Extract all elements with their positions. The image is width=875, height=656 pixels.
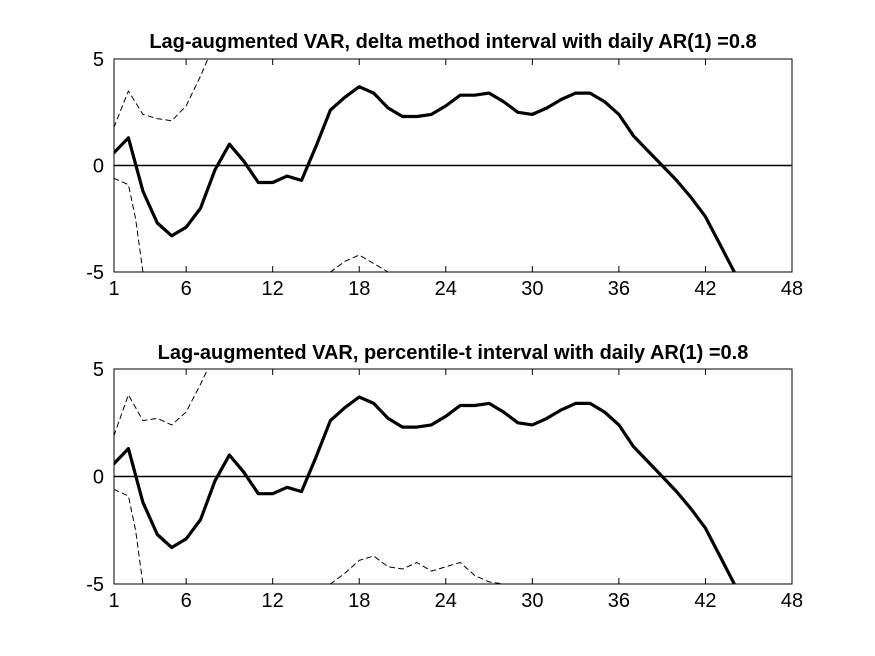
series-group — [114, 59, 736, 272]
bound-line-1 — [114, 59, 209, 128]
y-tick-label: 0 — [93, 156, 104, 178]
x-tick-label: 6 — [181, 590, 192, 612]
y-tick-label: 5 — [93, 49, 104, 71]
x-tick-label: 36 — [608, 590, 630, 612]
chart-title: Lag-augmented VAR, percentile-t interval… — [158, 342, 749, 364]
x-tick-label: 1 — [108, 278, 119, 300]
bound-line-2 — [114, 488, 144, 584]
series-group — [114, 369, 736, 584]
x-tick-label: 30 — [521, 590, 543, 612]
bottom-chart-panel: Lag-augmented VAR, percentile-t interval… — [86, 342, 803, 612]
x-tick-label: 1 — [108, 590, 119, 612]
top-chart-panel: Lag-augmented VAR, delta method interval… — [86, 31, 803, 300]
x-tick-label: 6 — [181, 278, 192, 300]
x-tick-label: 48 — [781, 590, 803, 612]
x-tick-label: 36 — [608, 278, 630, 300]
estimate-line — [114, 85, 736, 272]
bound-line-3 — [329, 254, 389, 272]
x-tick-label: 18 — [348, 278, 370, 300]
x-tick-label: 30 — [521, 278, 543, 300]
x-tick-label: 12 — [262, 590, 284, 612]
bound-line-1 — [114, 369, 209, 437]
x-tick-label: 24 — [435, 278, 457, 300]
x-tick-label: 24 — [435, 590, 457, 612]
y-tick-label: -5 — [86, 574, 104, 596]
chart-title: Lag-augmented VAR, delta method interval… — [149, 31, 756, 53]
x-tick-label: 42 — [694, 590, 716, 612]
y-tick-label: 5 — [93, 359, 104, 381]
x-tick-label: 12 — [262, 278, 284, 300]
y-tick-label: 0 — [93, 467, 104, 489]
x-tick-label: 42 — [694, 278, 716, 300]
bound-line-3 — [329, 555, 504, 584]
x-tick-label: 48 — [781, 278, 803, 300]
estimate-line — [114, 395, 736, 584]
x-tick-label: 18 — [348, 590, 370, 612]
y-tick-label: -5 — [86, 262, 104, 284]
bound-line-2 — [114, 177, 144, 272]
